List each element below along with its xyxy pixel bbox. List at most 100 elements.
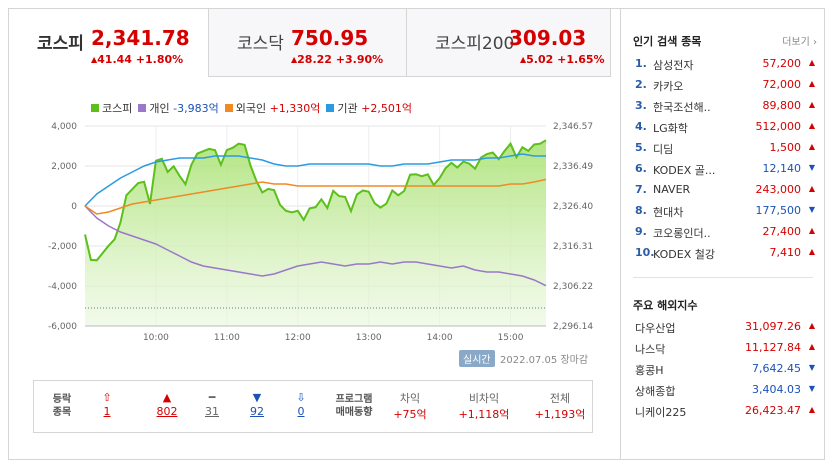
overseas-index-name: 홍콩H	[635, 364, 664, 377]
index-tab-2[interactable]: 코스피200 309.03 ▲5.02 +1.65%	[407, 9, 611, 77]
index-change-points: 41.44	[97, 53, 132, 66]
stock-name: LG화학	[653, 122, 688, 135]
index-name: 코스피200	[435, 34, 515, 54]
up-arrow-icon: ▲	[91, 55, 98, 64]
stock-name: 한국조선해..	[653, 101, 711, 114]
popular-stocks-title: 인기 검색 종목	[633, 35, 702, 48]
program-value: +1,193억	[534, 408, 586, 421]
down-arrow-icon: ▼	[808, 163, 815, 172]
y-tick-left: 4,000	[51, 122, 77, 132]
stock-price: 89,800	[762, 99, 802, 112]
overseas-index-value: 3,404.03	[752, 383, 801, 396]
program-label-line1: 프로그램	[335, 394, 373, 405]
breadth-item: ⇩ 0	[286, 391, 316, 419]
y-tick-right: 2,316.31	[553, 242, 593, 252]
popular-stock-row[interactable]: 7. NAVER 243,000 ▲	[635, 183, 815, 203]
legend-label: 개인	[149, 102, 170, 115]
legend-value: +1,330억	[269, 102, 321, 115]
stock-name: 디딤	[653, 143, 674, 156]
overseas-index-name: 나스닥	[635, 343, 666, 356]
down-arrow-icon: ▼	[808, 363, 815, 372]
overseas-index-row[interactable]: 다우산업 31,097.26 ▲	[635, 320, 815, 340]
stock-name: 삼성전자	[653, 59, 694, 72]
program-value: +75억	[393, 408, 427, 421]
stock-rank: 1.	[635, 57, 647, 70]
program-header: 비차익	[468, 392, 500, 405]
overseas-index-row[interactable]: 홍콩H 7,642.45 ▼	[635, 362, 815, 382]
chart-date-value: 2022.07.05	[500, 355, 558, 366]
popular-stock-row[interactable]: 5. 디딤 1,500 ▲	[635, 141, 815, 161]
stock-name: KODEX 철강	[653, 248, 715, 261]
stock-price: 177,500	[755, 204, 802, 217]
index-change-rate: +1.65%	[557, 53, 605, 66]
index-chart: 4,000 2,000 0 -2,000 -4,000 -6,000 2,346.57 2,3…	[48, 122, 593, 343]
legend-swatch	[138, 104, 147, 112]
y-tick-right: 2,336.49	[553, 162, 593, 172]
up-arrow-icon: ▲	[520, 55, 527, 64]
y-tick-left: -2,000	[48, 242, 77, 252]
series-line-kospi	[84, 139, 547, 262]
breadth-label-line2: 종목	[52, 407, 72, 418]
index-change: ▲5.02 +1.65%	[520, 53, 605, 66]
more-link[interactable]: 더보기 ›	[782, 33, 817, 48]
legend-swatch	[91, 104, 99, 112]
x-tick-label: 10:00	[143, 333, 169, 343]
index-change-points: 5.02	[526, 53, 554, 66]
breadth-item: ▲ 802	[152, 391, 182, 419]
chevron-right-icon: ›	[809, 37, 817, 48]
stock-name: 코오롱인더..	[653, 227, 711, 240]
breadth-count[interactable]: 0	[297, 405, 305, 418]
program-item: 전체 +1,193억	[520, 392, 600, 424]
overseas-index-value: 7,642.45	[752, 362, 801, 375]
breadth-count[interactable]: 802	[156, 405, 178, 418]
up-arrow-icon: ▲	[808, 100, 815, 109]
popular-stock-row[interactable]: 6. KODEX 골... 12,140 ▼	[635, 162, 815, 182]
popular-stock-row[interactable]: 9. 코오롱인더.. 27,400 ▲	[635, 225, 815, 245]
stock-rank: 6.	[635, 162, 647, 175]
popular-stock-row[interactable]: 1. 삼성전자 57,200 ▲	[635, 57, 815, 77]
index-name: 코스닥	[237, 34, 284, 54]
legend-value: -3,983억	[173, 102, 219, 115]
stock-price: 12,140	[762, 162, 802, 175]
popular-stock-row[interactable]: 4. LG화학 512,000 ▲	[635, 120, 815, 140]
breadth-count[interactable]: 92	[250, 405, 264, 418]
popular-stock-row[interactable]: 3. 한국조선해.. 89,800 ▲	[635, 99, 815, 119]
overseas-index-row[interactable]: 상해종합 3,404.03 ▼	[635, 383, 815, 403]
popular-stock-row[interactable]: 2. 카카오 72,000 ▲	[635, 78, 815, 98]
index-change: ▲41.44 +1.80%	[91, 53, 183, 66]
down-arrow-icon: ▼	[808, 384, 815, 393]
stock-name: NAVER	[653, 183, 691, 196]
chart-date: 2022.07.05 장마감	[500, 351, 588, 366]
realtime-badge[interactable]: 실시간	[459, 350, 495, 367]
chart-legend: 코스피 개인 -3,983억 외국인 +1,330억 기관 +2,501억	[91, 100, 418, 116]
legend-item-0: 코스피	[91, 102, 132, 115]
breadth-item: ━ 31	[197, 391, 227, 419]
index-tab-1[interactable]: 코스닥 750.95 ▲28.22 +3.90%	[209, 9, 407, 77]
legend-value: +2,501억	[361, 102, 412, 115]
overseas-index-value: 31,097.26	[745, 320, 801, 333]
upper-limit-icon: ⇧	[102, 391, 112, 404]
stock-rank: 4.	[635, 120, 647, 133]
stock-price: 1,500	[769, 141, 802, 154]
y-tick-left: 2,000	[51, 162, 77, 172]
legend-item-2: 외국인 +1,330억	[224, 102, 321, 115]
overseas-index-row[interactable]: 니케이225 26,423.47 ▲	[635, 404, 815, 424]
side-panel: 인기 검색 종목 더보기 › 1. 삼성전자 57,200 ▲ 2. 카카오 72,000 ▲…	[620, 9, 825, 459]
stock-rank: 7.	[635, 183, 647, 196]
y-tick-left: -4,000	[48, 282, 77, 292]
overseas-index-row[interactable]: 나스닥 11,127.84 ▲	[635, 341, 815, 361]
index-tab-0[interactable]: 코스피 2,341.78 ▲41.44 +1.80%	[9, 9, 209, 77]
stock-rank: 5.	[635, 141, 647, 154]
overseas-indices-title: 주요 해외지수	[633, 299, 698, 312]
index-change-points: 28.22	[297, 53, 332, 66]
section-divider	[633, 277, 813, 278]
breadth-count[interactable]: 31	[205, 405, 219, 418]
stock-name: 카카오	[653, 80, 684, 93]
legend-label: 기관	[337, 102, 358, 115]
series-line-individual	[84, 205, 547, 287]
popular-stock-row[interactable]: 8. 현대차 177,500 ▼	[635, 204, 815, 224]
up-arrow-icon: ▲	[808, 342, 815, 351]
stock-rank: 3.	[635, 99, 647, 112]
breadth-count[interactable]: 1	[103, 405, 111, 418]
popular-stock-row[interactable]: 10. KODEX 철강 7,410 ▲	[635, 246, 815, 266]
